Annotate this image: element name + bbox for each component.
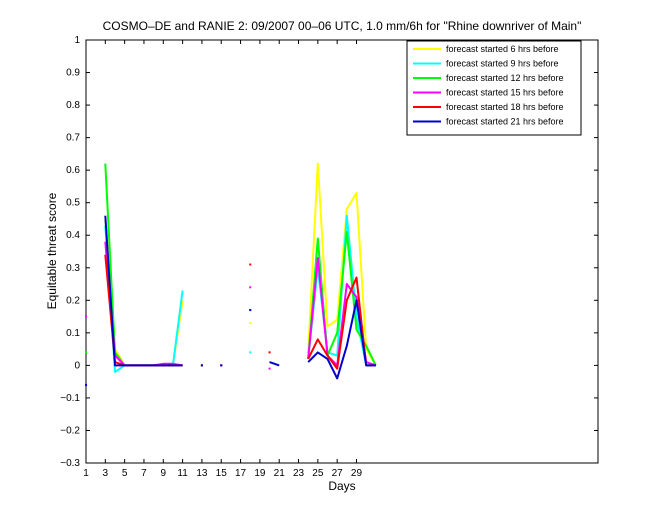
series-line [104, 218, 184, 367]
x-tick-label: 19 [254, 468, 266, 479]
x-tick-label: 17 [235, 468, 247, 479]
legend-entry: forecast started 9 hrs before [446, 59, 559, 69]
legend-box [406, 40, 582, 136]
legend-entry: forecast started 15 hrs before [446, 88, 564, 98]
legend-entry: forecast started 12 hrs before [446, 73, 564, 83]
y-tick-label: 0.6 [66, 165, 80, 176]
x-tick-label: 9 [161, 468, 167, 479]
series-point [85, 383, 87, 386]
series-2 [85, 163, 377, 367]
x-tick-label: 5 [122, 468, 128, 479]
y-tick-label: 0.8 [66, 100, 80, 111]
x-tick-label: 15 [216, 468, 228, 479]
y-axis: −0.3 −0.2 −0.1 0 0.1 0.2 0.3 0.4 0.5 0.6 0.7 0.8 0.9… [60, 35, 598, 469]
series-point [268, 351, 271, 354]
series-line [307, 299, 376, 380]
series-point [220, 364, 223, 367]
series-line [104, 225, 184, 373]
series-point [249, 351, 252, 354]
x-tick-label: 1 [83, 468, 89, 479]
y-axis-label: Equitable threat score [45, 192, 59, 309]
series-line [104, 215, 183, 367]
series-point [249, 286, 252, 289]
y-tick-label: 0.7 [66, 133, 80, 144]
x-tick-label: 25 [312, 468, 324, 479]
series-point [200, 364, 203, 367]
series-line [269, 361, 280, 367]
series-5 [85, 215, 376, 386]
x-axis-label: Days [328, 479, 355, 493]
plot-frame [85, 39, 599, 464]
legend-entry: forecast started 21 hrs before [446, 117, 564, 127]
y-tick-label: 1 [74, 35, 80, 46]
y-tick-label: 0.9 [66, 68, 80, 79]
legend: forecast started 6 hrs before forecast st… [406, 40, 582, 136]
y-tick-label: 0.3 [66, 263, 80, 274]
x-tick-label: 27 [332, 468, 344, 479]
series-line [307, 162, 377, 366]
series-point [249, 263, 252, 266]
series-point [85, 315, 87, 318]
y-tick-label: 0 [74, 360, 80, 371]
x-tick-label: 11 [177, 468, 188, 479]
y-tick-label: −0.2 [60, 425, 80, 436]
x-tick-label: 3 [103, 468, 109, 479]
series-layer [85, 162, 377, 386]
series-point [249, 322, 252, 325]
series-line [104, 254, 183, 367]
series-4 [104, 254, 376, 370]
y-tick-label: −0.1 [60, 393, 80, 404]
y-tick-label: −0.3 [60, 458, 80, 469]
series-1 [104, 214, 376, 373]
y-tick-label: 0.4 [66, 230, 80, 241]
series-3 [85, 241, 377, 370]
legend-entry: forecast started 6 hrs before [446, 44, 559, 54]
y-tick-label: 0.2 [66, 295, 80, 306]
y-tick-label: 0.1 [66, 328, 80, 339]
x-tick-label: 7 [141, 468, 147, 479]
x-tick-label: 13 [196, 468, 208, 479]
series-point [249, 309, 252, 312]
x-axis: 1 3 5 7 9 11 13 15 17 19 21 23 25 27 29 [83, 40, 362, 479]
chart-title: COSMO–DE and RANIE 2: 09/2007 00–06 UTC,… [103, 19, 582, 33]
series-point [85, 351, 87, 354]
series-point [268, 367, 271, 370]
series-line [104, 163, 183, 367]
y-tick-label: 0.5 [66, 198, 80, 209]
x-tick-label: 29 [351, 468, 363, 479]
x-tick-label: 23 [293, 468, 305, 479]
series-line [104, 241, 183, 367]
legend-entry: forecast started 18 hrs before [446, 102, 564, 112]
x-tick-label: 21 [274, 468, 286, 479]
